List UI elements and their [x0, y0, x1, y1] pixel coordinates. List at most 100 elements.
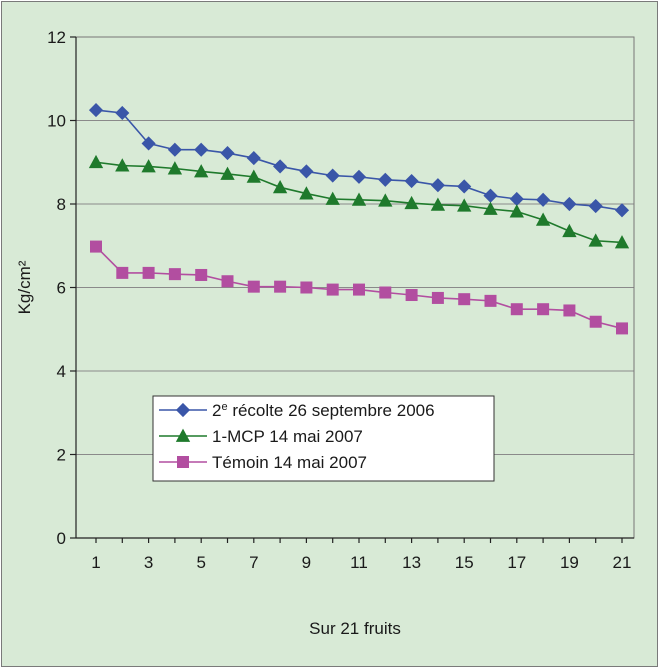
data-point-series-1 [457, 179, 472, 194]
data-point-series-3 [379, 286, 392, 299]
data-point-series-3 [300, 281, 313, 294]
x-tick-label: 9 [302, 553, 311, 572]
data-point-series-3 [116, 266, 129, 279]
legend-marker-shape [175, 428, 191, 442]
x-tick-label: 17 [507, 553, 526, 572]
data-point-series-2 [88, 154, 104, 169]
legend-label-series-3: Témoin 14 mai 2007 [212, 453, 367, 472]
data-point-series-1 [220, 145, 235, 161]
data-point-series-1 [614, 203, 630, 218]
legend-label-text: récolte 26 septembre 2006 [228, 401, 435, 420]
y-axis-title: Kg/cm² [15, 260, 34, 314]
legend-label-number: 2 [212, 401, 221, 420]
series-1 [88, 102, 630, 218]
data-point-series-3 [563, 304, 576, 317]
data-point-series-1 [430, 178, 445, 193]
data-point-series-1 [483, 188, 498, 203]
data-point-series-2 [194, 164, 209, 178]
legend-marker-series-3 [177, 456, 189, 468]
series-3 [90, 240, 628, 335]
x-tick-label: 19 [560, 553, 579, 572]
x-tick-label: 7 [249, 553, 258, 572]
data-point-series-3 [90, 240, 102, 253]
series-2 [88, 154, 630, 249]
data-point-series-2 [535, 212, 551, 226]
x-tick-label: 3 [144, 553, 153, 572]
x-axis-title: Sur 21 fruits [309, 619, 401, 638]
data-point-series-3 [221, 275, 234, 288]
legend-label-superscript: e [221, 401, 227, 413]
data-point-series-1 [115, 105, 130, 121]
data-point-series-2 [220, 166, 235, 180]
x-tick-label: 21 [613, 553, 632, 572]
data-point-series-1 [351, 169, 367, 184]
data-point-series-3 [589, 315, 602, 328]
data-point-series-2 [246, 169, 261, 183]
data-point-series-2 [115, 158, 130, 172]
data-point-series-3 [537, 303, 550, 316]
data-point-series-3 [326, 283, 339, 296]
data-point-series-2 [509, 204, 524, 218]
y-tick-label: 12 [47, 28, 66, 47]
data-point-series-1 [588, 199, 603, 214]
data-point-series-2 [457, 198, 472, 212]
data-point-series-2 [562, 223, 577, 238]
data-point-series-2 [141, 159, 156, 173]
legend-entry-series-3: Témoin 14 mai 2007 [159, 453, 367, 472]
data-point-series-1 [194, 142, 209, 157]
legend-marker-shape [177, 456, 189, 468]
data-point-series-3 [195, 268, 208, 281]
data-point-series-3 [616, 322, 628, 335]
data-point-series-3 [510, 303, 523, 316]
legend-label-series-2: 1-MCP 14 mai 2007 [212, 427, 363, 446]
data-point-series-3 [484, 294, 497, 307]
legend: 2e récolte 26 septembre 2006 1-MCP 14 ma… [152, 395, 495, 482]
data-point-series-1 [167, 142, 182, 157]
data-point-series-1 [378, 172, 393, 187]
x-tick-label: 11 [350, 553, 368, 572]
data-point-series-2 [430, 197, 446, 211]
legend-marker-series-2 [175, 428, 191, 442]
data-point-series-2 [614, 235, 630, 249]
data-point-series-2 [351, 192, 367, 206]
x-tick-label: 1 [91, 553, 100, 572]
data-point-series-1 [325, 168, 340, 183]
data-point-series-1 [562, 196, 577, 212]
y-tick-label: 0 [57, 529, 66, 548]
data-point-series-1 [141, 136, 156, 151]
data-point-series-2 [167, 161, 183, 175]
data-point-series-3 [274, 280, 287, 293]
data-point-series-2 [378, 193, 393, 207]
data-point-series-1 [299, 164, 314, 179]
legend-marker-series-1 [175, 402, 191, 418]
legend-box [152, 395, 495, 482]
legend-entry-series-1: 2e récolte 26 septembre 2006 [159, 401, 435, 420]
data-point-series-3 [431, 291, 444, 304]
y-tick-label: 4 [57, 362, 66, 381]
y-tick-label: 2 [57, 446, 66, 465]
data-point-series-3 [458, 293, 471, 306]
data-point-series-2 [588, 233, 603, 247]
data-point-series-3 [353, 283, 365, 296]
legend-marker-shape [175, 402, 191, 418]
legend-label-series-1: 2e récolte 26 septembre 2006 [212, 401, 435, 420]
y-tick-label: 8 [57, 195, 66, 214]
data-point-series-2 [272, 179, 288, 194]
x-tick-label: 15 [455, 553, 474, 572]
x-tick-label: 5 [196, 553, 205, 572]
legend-entry-series-2: 1-MCP 14 mai 2007 [159, 427, 363, 446]
data-point-series-3 [405, 289, 418, 302]
data-point-series-3 [247, 280, 260, 293]
y-tick-label: 6 [57, 279, 66, 298]
data-point-series-1 [88, 102, 104, 118]
data-point-series-3 [168, 268, 181, 281]
y-tick-label: 10 [47, 112, 66, 131]
data-point-series-2 [325, 191, 340, 205]
data-point-series-1 [536, 192, 551, 207]
data-point-series-2 [404, 195, 419, 210]
data-point-series-1 [246, 151, 261, 166]
series-layer [88, 102, 630, 335]
data-point-series-2 [483, 201, 498, 215]
